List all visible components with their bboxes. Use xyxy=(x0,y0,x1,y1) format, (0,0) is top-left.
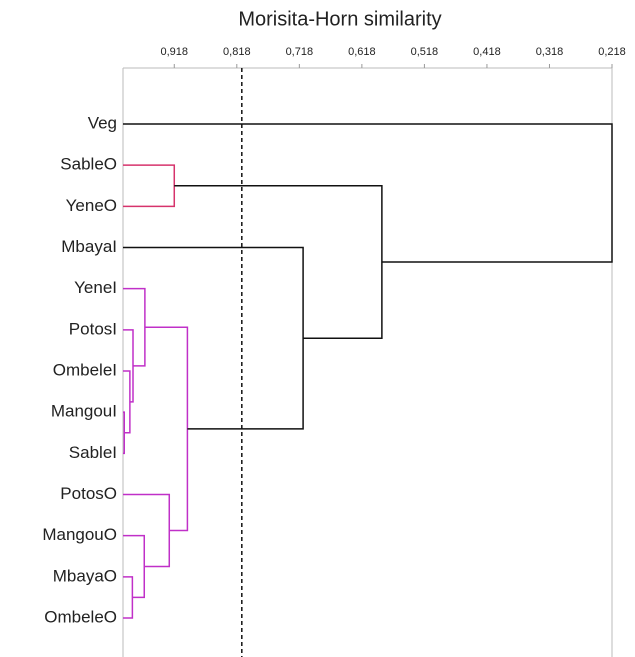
leaf-label: MangouO xyxy=(42,525,117,544)
leaf-label: MbayaO xyxy=(53,566,117,585)
merge-link xyxy=(123,534,146,599)
x-tick-label: 0,218 xyxy=(598,46,626,58)
leaf-label: PotosO xyxy=(60,484,117,503)
x-tick-label: 0,618 xyxy=(348,46,376,58)
merge-link xyxy=(123,287,146,367)
leaf-label: PotosI xyxy=(69,319,117,338)
merge-link xyxy=(174,185,383,339)
leaf-label: OmbeleI xyxy=(53,360,117,379)
leaf-label: SableO xyxy=(60,155,117,174)
x-tick-label: 0,818 xyxy=(223,46,251,58)
x-tick-label: 0,518 xyxy=(411,46,439,58)
merge-link xyxy=(123,576,134,619)
chart-title: Morisita-Horn similarity xyxy=(238,8,441,30)
x-tick-label: 0,718 xyxy=(286,46,314,58)
x-tick-label: 0,318 xyxy=(536,46,564,58)
leaf-label: MbayaI xyxy=(61,237,117,256)
merge-link xyxy=(123,246,304,430)
merge-link xyxy=(123,164,176,208)
merge-link xyxy=(123,493,171,568)
leaf-label: OmbeleO xyxy=(44,607,117,626)
leaf-label: Veg xyxy=(88,113,117,132)
merge-link xyxy=(144,326,189,532)
leaf-label: YeneI xyxy=(74,278,117,297)
leaf-label: YeneO xyxy=(66,196,117,215)
leaf-label: SableI xyxy=(69,443,117,462)
merge-link xyxy=(123,123,613,263)
merge-link xyxy=(123,329,134,403)
x-tick-label: 0,918 xyxy=(161,46,189,58)
x-tick-label: 0,418 xyxy=(473,46,501,58)
leaf-label: MangouI xyxy=(51,402,117,421)
